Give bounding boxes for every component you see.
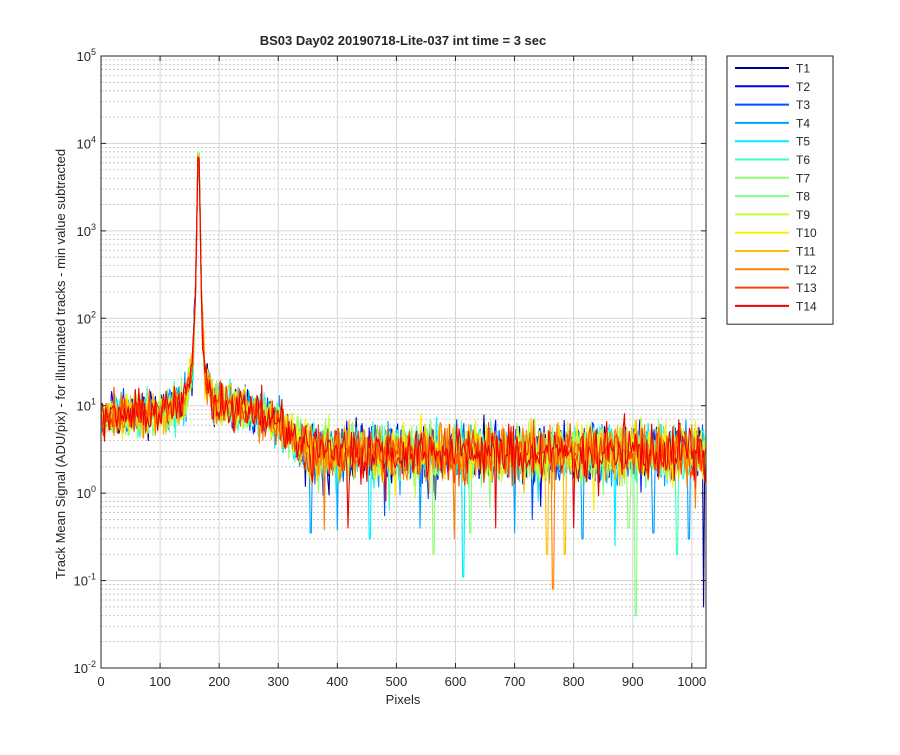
legend-label: T7: [796, 171, 810, 185]
legend-entry-t6: T6: [735, 153, 810, 167]
legend: T1 T2 T3 T4 T5 T6 T7 T8 T9 T10 T11 T12 T13 T14: [726, 55, 834, 325]
y-axis-label: Track Mean Signal (ADU/pix) - for illumi…: [53, 149, 68, 579]
legend-label: T6: [796, 153, 810, 167]
legend-entry-t11: T11: [735, 245, 816, 259]
x-tick-label: 400: [326, 674, 348, 689]
legend-label: T12: [796, 263, 817, 277]
legend-label: T3: [796, 98, 810, 112]
legend-label: T1: [796, 62, 810, 76]
legend-label: T14: [796, 299, 817, 313]
legend-label: T2: [796, 80, 810, 94]
legend-entry-t12: T12: [735, 263, 817, 277]
plot-area: 0 100 200 300 400 500 600 700 800 900 1000 10-2 10-1…: [74, 47, 707, 689]
x-tick-label: 800: [563, 674, 585, 689]
x-tick-label: 200: [208, 674, 230, 689]
legend-entry-t4: T4: [735, 116, 810, 130]
legend-entry-t8: T8: [735, 190, 810, 204]
y-tick-label: 100: [77, 484, 96, 501]
x-tick-label: 1000: [677, 674, 706, 689]
series-line-t14: [100, 156, 707, 529]
y-tick-label: 102: [77, 309, 96, 326]
y-tick-label: 103: [77, 222, 96, 239]
legend-label: T4: [796, 116, 810, 130]
legend-entry-t1: T1: [735, 62, 810, 76]
legend-entry-t13: T13: [735, 281, 817, 295]
legend-entry-t14: T14: [735, 299, 817, 313]
y-tick-label: 10-2: [74, 659, 96, 676]
legend-entry-t9: T9: [735, 208, 810, 222]
legend-label: T9: [796, 208, 810, 222]
y-tick-label: 101: [77, 397, 96, 414]
ticks: 0 100 200 300 400 500 600 700 800 900 1000 10-2 10-1…: [74, 47, 707, 689]
x-axis-label: Pixels: [386, 692, 421, 707]
x-tick-label: 600: [445, 674, 467, 689]
y-tick-label: 10-1: [74, 572, 96, 589]
x-tick-label: 0: [97, 674, 104, 689]
x-tick-label: 100: [149, 674, 171, 689]
legend-entry-t5: T5: [735, 135, 810, 149]
legend-box: [726, 55, 834, 325]
legend-label: T10: [796, 226, 817, 240]
axes-box: [100, 55, 707, 669]
x-tick-label: 300: [267, 674, 289, 689]
legend-entry-t2: T2: [735, 80, 810, 94]
legend-entry-t10: T10: [735, 226, 817, 240]
legend-entry-t7: T7: [735, 171, 810, 185]
x-tick-label: 700: [504, 674, 526, 689]
chart-title: BS03 Day02 20190718-Lite-037 int time = …: [260, 33, 547, 48]
legend-label: T11: [796, 245, 816, 259]
x-tick-label: 900: [622, 674, 644, 689]
plot-background: [101, 56, 706, 668]
legend-label: T8: [796, 190, 810, 204]
legend-entry-t3: T3: [735, 98, 810, 112]
legend-label: T13: [796, 281, 817, 295]
y-tick-label: 105: [77, 47, 96, 64]
series-lines: [100, 151, 707, 616]
y-tick-label: 104: [77, 134, 96, 151]
legend-label: T5: [796, 135, 810, 149]
x-tick-label: 500: [386, 674, 408, 689]
